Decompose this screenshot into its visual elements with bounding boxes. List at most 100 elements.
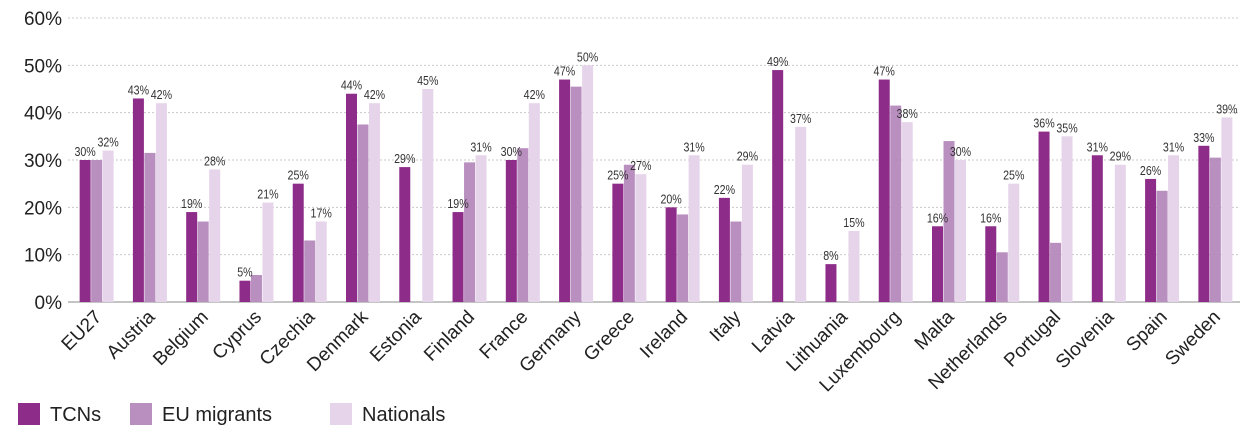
bar-tcns bbox=[985, 226, 997, 302]
data-label: 25% bbox=[607, 168, 629, 183]
x-tick-label: Greece bbox=[580, 307, 639, 366]
data-label: 19% bbox=[181, 196, 203, 211]
data-label: 17% bbox=[311, 206, 333, 221]
bar-eu-migrants bbox=[91, 160, 103, 302]
data-label: 32% bbox=[97, 135, 119, 150]
y-tick-label: 20% bbox=[24, 198, 62, 219]
data-label: 25% bbox=[288, 168, 310, 183]
bar-eu-migrants bbox=[730, 221, 742, 302]
bar-nationals bbox=[1061, 136, 1073, 302]
bar-eu-migrants bbox=[890, 105, 902, 302]
data-label: 30% bbox=[74, 144, 96, 159]
y-tick-label: 10% bbox=[24, 246, 62, 267]
data-label: 16% bbox=[927, 210, 949, 225]
y-tick-label: 50% bbox=[24, 56, 62, 77]
bar-eu-migrants bbox=[1156, 190, 1168, 302]
bar-tcns bbox=[612, 183, 624, 302]
data-label: 44% bbox=[341, 78, 363, 93]
bar-nationals bbox=[635, 174, 647, 302]
bar-eu-migrants bbox=[197, 221, 209, 302]
x-tick-label: Finland bbox=[420, 307, 479, 366]
legend-swatch bbox=[130, 403, 152, 425]
data-label: 43% bbox=[128, 82, 150, 97]
x-tick-label: Spain bbox=[1122, 307, 1171, 356]
bar-nationals bbox=[155, 103, 167, 302]
bar-eu-migrants bbox=[570, 86, 582, 302]
bar-nationals bbox=[955, 160, 966, 302]
data-label: 42% bbox=[524, 87, 546, 102]
bar-nationals bbox=[1168, 155, 1180, 302]
data-label: 31% bbox=[1163, 139, 1185, 154]
data-label: 20% bbox=[660, 191, 682, 206]
data-label: 15% bbox=[843, 215, 865, 230]
data-label: 29% bbox=[737, 149, 759, 164]
bar-tcns bbox=[239, 280, 251, 302]
data-label: 36% bbox=[1033, 116, 1055, 131]
bar-eu-migrants bbox=[996, 252, 1008, 302]
bar-nationals bbox=[475, 155, 487, 302]
data-label: 42% bbox=[364, 87, 386, 102]
bar-tcns bbox=[932, 226, 943, 302]
bars-layer bbox=[79, 65, 1233, 303]
data-label: 5% bbox=[237, 265, 253, 280]
legend-label: TCNs bbox=[50, 404, 101, 426]
legend-swatch bbox=[330, 403, 352, 425]
bar-nationals bbox=[1221, 117, 1233, 303]
bar-tcns bbox=[718, 197, 730, 302]
data-label: 8% bbox=[823, 248, 839, 263]
data-label: 42% bbox=[151, 87, 173, 102]
y-tick-label: 30% bbox=[24, 151, 62, 172]
data-labels-layer: 30%32%43% 42%19%28%5%21%25%17%44%42%29%45… bbox=[74, 49, 1237, 280]
bar-tcns bbox=[452, 212, 464, 302]
bar-eu-migrants bbox=[250, 275, 262, 302]
bar-tcns bbox=[825, 264, 837, 302]
data-label: 26% bbox=[1140, 163, 1162, 178]
data-label: 25% bbox=[1003, 168, 1025, 183]
data-label: 29% bbox=[394, 151, 416, 166]
x-tick-label: Ireland bbox=[636, 307, 692, 363]
data-label: 31% bbox=[470, 139, 492, 154]
bar-nationals bbox=[315, 221, 327, 302]
bar-eu-migrants bbox=[1209, 157, 1221, 302]
x-tick-label: Latvia bbox=[748, 306, 799, 357]
bar-nationals bbox=[582, 65, 594, 302]
bar-nationals bbox=[369, 103, 380, 302]
bar-tcns bbox=[878, 79, 890, 303]
data-label: 29% bbox=[1110, 149, 1132, 164]
x-tick-label: Estonia bbox=[366, 306, 426, 366]
bar-nationals bbox=[102, 150, 114, 302]
data-label: 22% bbox=[714, 182, 736, 197]
data-label: 21% bbox=[257, 187, 279, 202]
bar-tcns bbox=[772, 70, 784, 302]
bar-eu-migrants bbox=[304, 240, 316, 302]
y-tick-label: 40% bbox=[24, 104, 62, 125]
bar-eu-migrants bbox=[144, 152, 156, 302]
bar-nationals bbox=[1008, 183, 1020, 302]
x-tick-label: Belgium bbox=[149, 307, 212, 370]
data-label: 45% bbox=[417, 73, 439, 88]
bar-nationals bbox=[422, 89, 434, 302]
bar-tcns bbox=[1198, 145, 1210, 302]
bar-tcns bbox=[1091, 155, 1103, 302]
bar-tcns bbox=[1038, 131, 1050, 302]
bar-tcns bbox=[79, 160, 91, 302]
bar-nationals bbox=[262, 202, 274, 302]
data-label: 16% bbox=[980, 210, 1002, 225]
bar-eu-migrants bbox=[623, 164, 635, 302]
bar-nationals bbox=[795, 126, 807, 302]
data-label: 35% bbox=[1056, 120, 1078, 135]
data-label: 31% bbox=[683, 139, 705, 154]
data-label: 49% bbox=[767, 54, 789, 69]
data-label: 47% bbox=[554, 64, 576, 79]
data-label: 39% bbox=[1216, 101, 1238, 116]
bar-eu-migrants bbox=[943, 141, 955, 302]
x-tick-label: Sweden bbox=[1161, 307, 1224, 370]
legend-label: Nationals bbox=[362, 404, 445, 426]
bar-eu-migrants bbox=[677, 214, 689, 302]
bar-tcns bbox=[346, 93, 357, 302]
data-label: 27% bbox=[630, 158, 652, 173]
legend: TCNs EU migrants Nationals bbox=[18, 403, 445, 426]
bar-eu-migrants bbox=[1050, 242, 1062, 302]
x-tick-label: Slovenia bbox=[1052, 306, 1119, 373]
